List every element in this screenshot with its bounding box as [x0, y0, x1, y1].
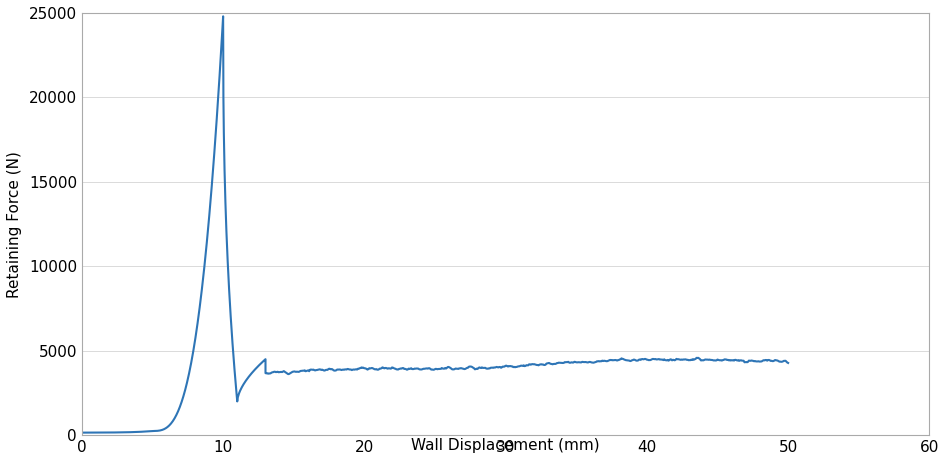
X-axis label: Wall Displacement (mm): Wall Displacement (mm) — [412, 438, 600, 453]
Y-axis label: Retaining Force (N): Retaining Force (N) — [7, 151, 22, 298]
